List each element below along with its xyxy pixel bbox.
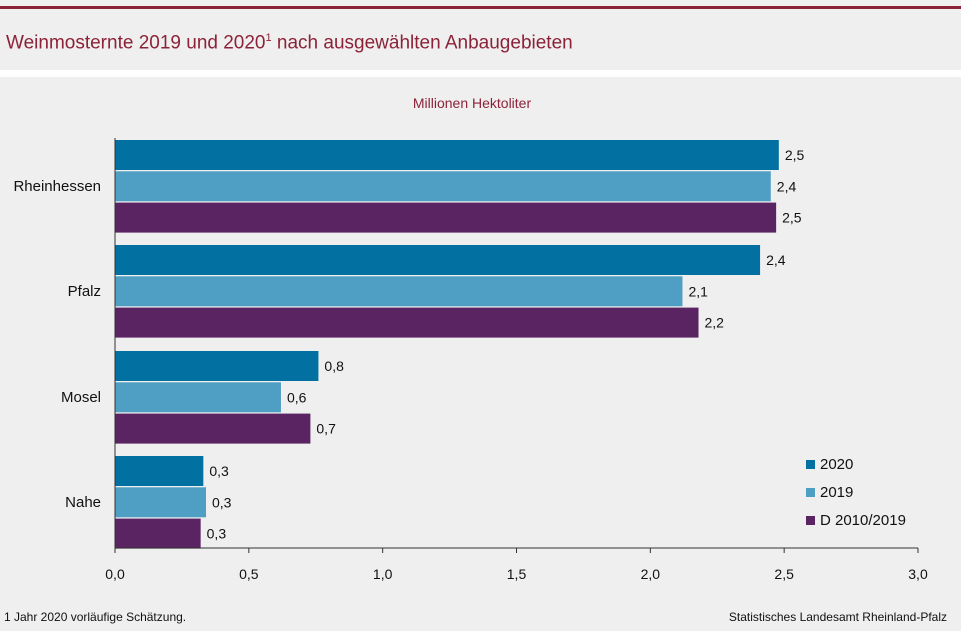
x-tick-label: 2,5 [774, 566, 794, 582]
unit-label: Millionen Hektoliter [413, 95, 532, 111]
category-labels-group: Rheinhessen Pfalz Mosel Nahe [13, 178, 101, 511]
bar-mosel-2020 [115, 351, 319, 381]
value-label: 2,5 [782, 210, 802, 226]
legend-swatch [806, 488, 815, 497]
bar-nahe-2019 [115, 487, 207, 518]
value-labels-group: 2,5 2,4 2,5 2,4 2,1 2,2 0,8 0,6 0,7 0,3 0,3 0,3 [207, 147, 805, 542]
legend: 2020 2019 D 2010/2019 [806, 456, 906, 529]
bars-group [115, 140, 779, 549]
value-label: 0,3 [207, 526, 227, 542]
value-label: 0,6 [287, 389, 307, 405]
x-tick-label: 1,5 [507, 566, 527, 582]
legend-swatch [806, 460, 815, 469]
legend-label: D 2010/2019 [820, 512, 906, 529]
bar-nahe-d-2010-2019 [115, 518, 201, 549]
top-rule [0, 6, 961, 9]
bar-mosel-2019 [115, 382, 281, 413]
category-label: Pfalz [68, 283, 101, 300]
legend-label: 2020 [820, 456, 853, 473]
x-tick-label: 3,0 [908, 566, 928, 582]
bar-nahe-2020 [115, 456, 204, 486]
category-label: Mosel [61, 389, 101, 406]
value-label: 0,7 [316, 421, 336, 437]
x-tick-label: 0,0 [105, 566, 125, 582]
x-axis: 0,0 0,5 1,0 1,5 2,0 2,5 3,0 [105, 138, 928, 582]
bar-mosel-d-2010-2019 [115, 413, 311, 444]
value-label: 0,3 [209, 463, 229, 479]
value-label: 2,1 [688, 283, 708, 299]
footnote: 1 Jahr 2020 vorläufige Schätzung. [4, 610, 187, 624]
value-label: 0,3 [212, 494, 232, 510]
bar-rheinhessen-2019 [115, 171, 771, 202]
bar-pfalz-d-2010-2019 [115, 307, 699, 338]
category-label: Rheinhessen [13, 178, 101, 195]
legend-label: 2019 [820, 484, 853, 501]
legend-swatch [806, 516, 815, 525]
value-label: 2,4 [766, 252, 786, 268]
x-tick-label: 2,0 [641, 566, 661, 582]
bar-pfalz-2019 [115, 276, 683, 307]
x-tick-label: 1,0 [373, 566, 393, 582]
category-label: Nahe [65, 494, 101, 511]
value-label: 0,8 [324, 358, 344, 374]
bar-rheinhessen-2020 [115, 140, 779, 170]
source-note: Statistisches Landesamt Rheinland-Pfalz [728, 610, 947, 624]
bar-rheinhessen-d-2010-2019 [115, 202, 777, 233]
value-label: 2,5 [785, 147, 805, 163]
bar-pfalz-2020 [115, 245, 761, 275]
value-label: 2,4 [777, 178, 797, 194]
x-tick-label: 0,5 [239, 566, 259, 582]
chart-title: Weinmosternte 2019 und 20201 nach ausgew… [6, 32, 573, 54]
title-separator [0, 70, 961, 77]
value-label: 2,2 [705, 315, 725, 331]
